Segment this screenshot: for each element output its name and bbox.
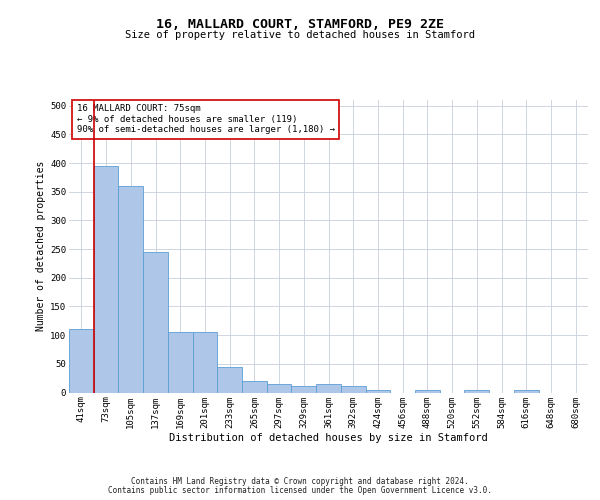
X-axis label: Distribution of detached houses by size in Stamford: Distribution of detached houses by size …	[169, 433, 488, 443]
Bar	[242, 381, 267, 392]
Bar	[267, 384, 292, 392]
Bar	[118, 186, 143, 392]
Bar	[217, 366, 242, 392]
Bar	[69, 330, 94, 392]
Bar	[168, 332, 193, 392]
Text: Contains public sector information licensed under the Open Government Licence v3: Contains public sector information licen…	[108, 486, 492, 495]
Bar	[464, 390, 489, 392]
Y-axis label: Number of detached properties: Number of detached properties	[36, 161, 46, 332]
Bar	[514, 390, 539, 392]
Text: 16 MALLARD COURT: 75sqm
← 9% of detached houses are smaller (119)
90% of semi-de: 16 MALLARD COURT: 75sqm ← 9% of detached…	[77, 104, 335, 134]
Bar	[316, 384, 341, 392]
Bar	[365, 390, 390, 392]
Text: 16, MALLARD COURT, STAMFORD, PE9 2ZE: 16, MALLARD COURT, STAMFORD, PE9 2ZE	[156, 18, 444, 30]
Bar	[415, 390, 440, 392]
Bar	[292, 386, 316, 392]
Text: Size of property relative to detached houses in Stamford: Size of property relative to detached ho…	[125, 30, 475, 40]
Bar	[143, 252, 168, 392]
Bar	[193, 332, 217, 392]
Text: Contains HM Land Registry data © Crown copyright and database right 2024.: Contains HM Land Registry data © Crown c…	[131, 477, 469, 486]
Bar	[341, 386, 365, 392]
Bar	[94, 166, 118, 392]
